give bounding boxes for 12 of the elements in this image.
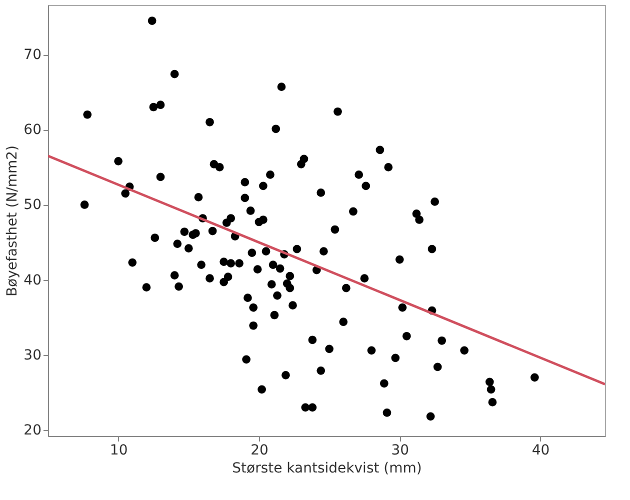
y-tick-label: 70 <box>24 47 42 64</box>
y-axis-title: Bøyefasthet (N/mm2) <box>4 145 21 297</box>
x-axis-title: Største kantsidekvist (mm) <box>232 460 422 476</box>
y-tick-label: 20 <box>24 422 42 438</box>
x-tick-label: 30 <box>391 442 410 458</box>
y-tick-label: 30 <box>24 347 42 364</box>
y-tick-label: 60 <box>24 122 42 138</box>
y-tick-label: 40 <box>24 272 42 288</box>
x-tick-label: 40 <box>532 442 550 458</box>
x-tick-label: 10 <box>110 442 128 458</box>
x-tick-label: 20 <box>250 442 268 458</box>
y-tick-label: 50 <box>24 197 42 214</box>
